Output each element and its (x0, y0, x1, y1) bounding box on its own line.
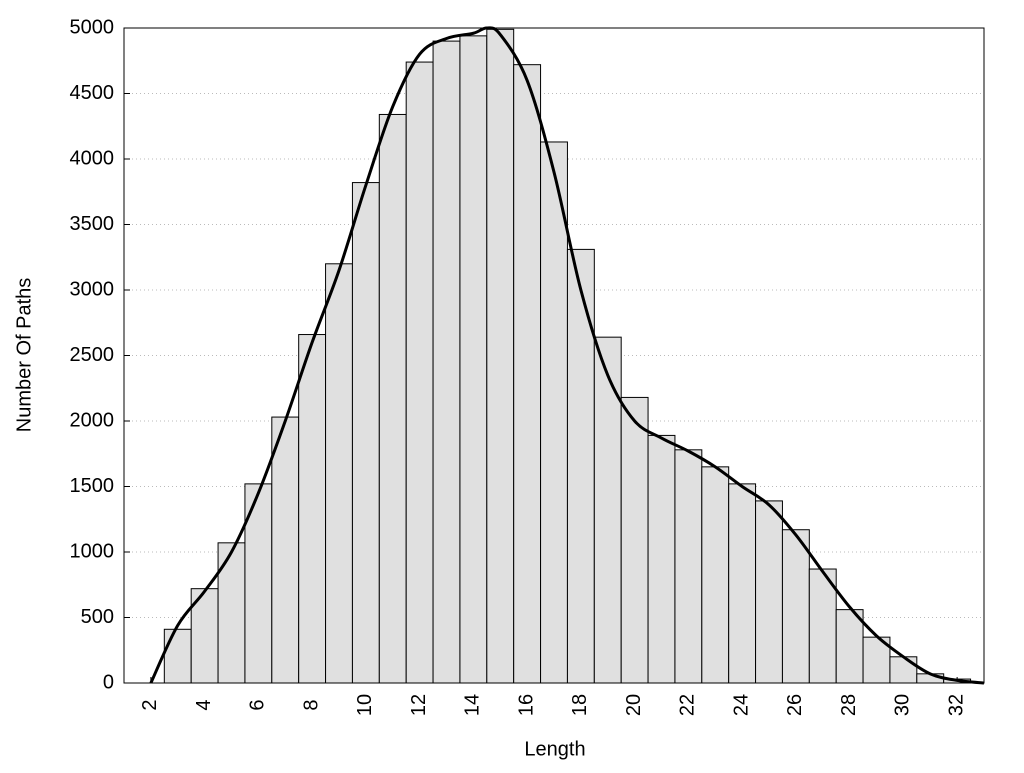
y-tick-label: 3500 (70, 213, 115, 235)
y-tick-label: 0 (103, 671, 114, 693)
x-tick-label: 14 (462, 694, 484, 716)
bar (674, 449, 703, 684)
x-tick-label: 28 (838, 694, 860, 716)
bar (701, 466, 730, 684)
bar (163, 628, 192, 684)
y-tick-label: 1000 (70, 540, 115, 562)
x-tick-label: 2 (139, 699, 161, 710)
x-tick-label: 22 (677, 694, 699, 716)
bar (298, 334, 327, 684)
y-tick-label: 4500 (70, 82, 115, 104)
y-tick-label: 5000 (70, 16, 115, 38)
y-tick-label: 4000 (70, 147, 115, 169)
x-tick-label: 10 (354, 694, 376, 716)
bar (271, 416, 300, 684)
x-tick-label: 30 (892, 694, 914, 716)
bar (405, 61, 434, 684)
x-tick-label: 16 (515, 694, 537, 716)
density-curve (149, 26, 985, 685)
bar (432, 40, 461, 684)
bar (459, 35, 488, 684)
bar (620, 396, 649, 684)
bar (728, 483, 757, 684)
x-tick-label: 26 (784, 694, 806, 716)
bar (378, 113, 407, 684)
bar (486, 28, 515, 684)
y-tick-label: 3000 (70, 278, 115, 300)
bar (889, 656, 918, 684)
bar (566, 248, 595, 684)
x-tick-label: 12 (408, 694, 430, 716)
x-tick-label: 8 (300, 699, 322, 710)
x-tick-label: 24 (730, 694, 752, 716)
bar (217, 542, 246, 684)
bar (781, 529, 810, 684)
bar (351, 182, 380, 684)
x-axis-label: Length (524, 738, 585, 760)
bar (244, 483, 273, 684)
y-tick-label: 1500 (70, 475, 115, 497)
x-tick-label: 18 (569, 694, 591, 716)
bar (755, 500, 783, 684)
bar (325, 263, 353, 684)
y-tick-label: 500 (81, 606, 114, 628)
bar (593, 336, 622, 684)
x-tick-label: 20 (623, 694, 645, 716)
plot-frame (123, 27, 985, 684)
bar (835, 609, 864, 684)
x-tick-label: 4 (193, 699, 215, 710)
y-axis-label: Number Of Paths (13, 278, 35, 433)
x-tick-label: 32 (945, 694, 967, 716)
y-tick-label: 2000 (70, 409, 115, 431)
bar (513, 64, 542, 684)
x-tick-label: 6 (247, 699, 269, 710)
bar (647, 434, 676, 684)
y-tick-label: 2500 (70, 344, 115, 366)
bar (808, 568, 837, 684)
bar (540, 141, 568, 684)
